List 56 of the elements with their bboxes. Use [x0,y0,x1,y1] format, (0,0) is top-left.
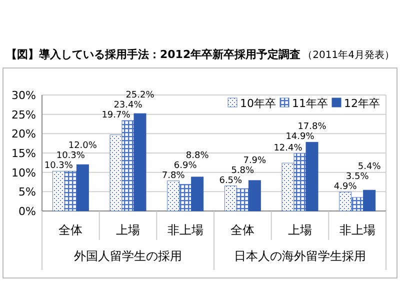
data-label: 5.4% [358,162,382,172]
data-label: 6.5% [219,176,243,186]
bar [52,170,65,212]
bar [122,120,134,212]
text: 日本人の海外留学生採用 [234,249,366,263]
x-tick-label: 上場 [288,223,312,237]
x-tick-label: 非上場 [339,223,376,237]
data-label: 3.5% [346,172,370,182]
bar [236,188,249,212]
bar [294,153,306,212]
bar [191,176,204,212]
x-tick-label: 非上場 [167,223,204,237]
y-tick-label: 10% [12,166,36,180]
text: 外国人留学生の採用 [74,249,182,263]
bar [76,164,89,212]
data-label: 7.9% [243,156,267,166]
y-tick-label: 0% [18,205,36,218]
y-tick-label: 30% [12,89,36,102]
data-label: 4.9% [334,182,358,192]
legend-label: 10年卒 [240,97,276,110]
bar [306,142,318,212]
data-label: 8.8% [186,150,210,161]
bar [179,184,192,212]
bar [64,170,77,212]
bar [248,180,261,212]
bar [224,186,237,212]
bar [110,134,122,212]
x-tick-label: 上場 [116,223,140,237]
data-label: 12.4% [274,143,303,154]
data-label: 6.9% [174,160,198,171]
bar [351,197,364,212]
y-tick-label: 5% [18,186,36,199]
data-label: 17.8% [298,122,327,132]
chart-subtitle: （2011年4月発表） [302,49,394,61]
chart-title: 【図】導入している採用手法：2012年卒新卒採用予定調査 [6,48,301,61]
data-label: 23.4% [114,100,143,111]
bar [134,113,146,212]
data-label: 5.8% [231,166,255,176]
legend-label: 11年卒 [292,97,328,110]
bar [363,190,376,212]
data-label: 7.8% [162,170,186,181]
x-tick-label: 全体 [230,223,255,237]
legend-label: 12年卒 [344,97,380,110]
data-label: 19.7% [102,110,131,121]
bar [167,180,180,212]
y-tick-label: 20% [12,128,36,141]
data-label: 12.0% [68,141,98,152]
data-label: 14.9% [286,132,315,142]
x-tick-label: 全体 [58,223,83,237]
data-label: 25.2% [126,90,155,101]
y-tick-label: 15% [12,147,36,160]
bar [282,162,294,212]
bar [339,192,352,212]
data-label: 10.3% [56,151,86,162]
y-tick-label: 25% [12,108,36,122]
data-label: 10.3% [44,161,74,172]
